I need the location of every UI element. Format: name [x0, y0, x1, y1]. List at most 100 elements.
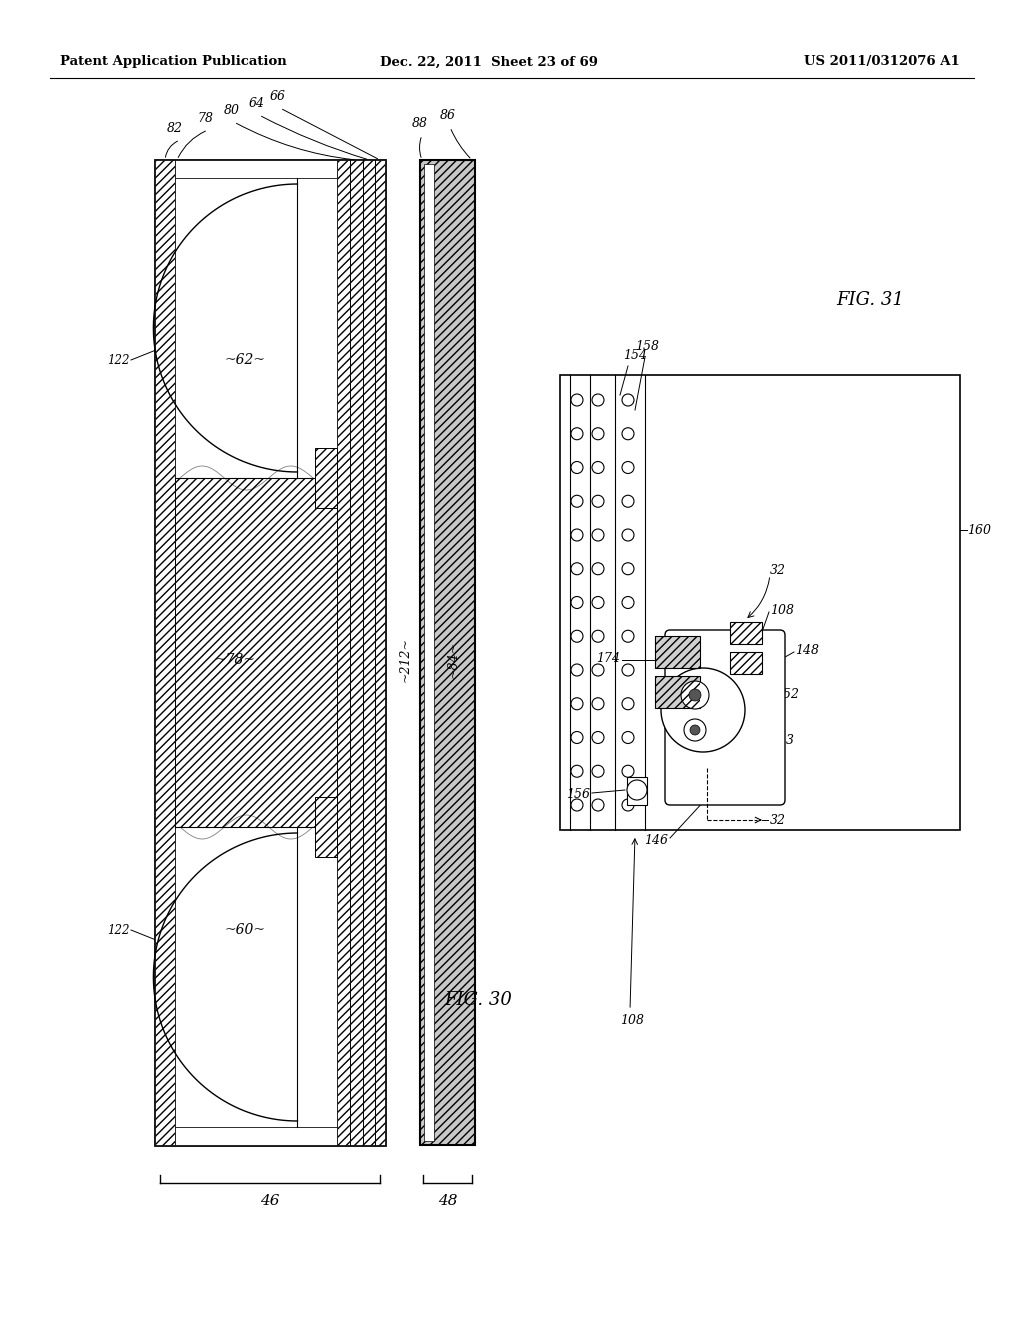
- Text: ~212~: ~212~: [398, 638, 412, 682]
- Text: 154: 154: [623, 348, 647, 362]
- Circle shape: [571, 597, 583, 609]
- Bar: [337, 160, 350, 1144]
- Text: 160: 160: [967, 524, 991, 536]
- Text: 146: 146: [644, 833, 668, 846]
- Text: ~84~: ~84~: [446, 642, 460, 678]
- Circle shape: [592, 562, 604, 574]
- Bar: [350, 160, 362, 1144]
- Circle shape: [622, 731, 634, 743]
- Bar: [655, 676, 700, 708]
- Text: Dec. 22, 2011  Sheet 23 of 69: Dec. 22, 2011 Sheet 23 of 69: [380, 55, 598, 69]
- Circle shape: [690, 725, 700, 735]
- Text: 148: 148: [795, 644, 819, 656]
- Bar: [655, 636, 700, 668]
- Text: 86: 86: [440, 110, 456, 121]
- Bar: [730, 622, 762, 644]
- Circle shape: [592, 393, 604, 407]
- Circle shape: [592, 529, 604, 541]
- Text: US 2011/0312076 A1: US 2011/0312076 A1: [804, 55, 961, 69]
- Bar: [655, 636, 700, 668]
- Circle shape: [622, 428, 634, 440]
- Circle shape: [571, 393, 583, 407]
- Text: 82: 82: [167, 121, 183, 135]
- Text: 153: 153: [770, 734, 794, 747]
- Circle shape: [622, 562, 634, 574]
- Text: 156: 156: [566, 788, 590, 801]
- Circle shape: [592, 664, 604, 676]
- Circle shape: [622, 597, 634, 609]
- Circle shape: [571, 664, 583, 676]
- Circle shape: [622, 630, 634, 643]
- Bar: [730, 622, 762, 644]
- Bar: [175, 478, 337, 828]
- Text: 122: 122: [108, 924, 130, 936]
- Bar: [315, 797, 337, 857]
- Bar: [175, 828, 337, 1127]
- Text: 88: 88: [412, 117, 428, 129]
- Bar: [175, 1127, 337, 1144]
- Circle shape: [571, 495, 583, 507]
- Text: 80: 80: [224, 104, 240, 117]
- Text: 122: 122: [108, 354, 130, 367]
- Bar: [175, 178, 337, 478]
- Text: 108: 108: [620, 1014, 644, 1027]
- Circle shape: [622, 495, 634, 507]
- Bar: [362, 160, 375, 1144]
- Text: 152: 152: [775, 689, 799, 701]
- Text: 64: 64: [249, 96, 265, 110]
- Bar: [315, 447, 337, 508]
- Circle shape: [571, 562, 583, 574]
- Circle shape: [571, 698, 583, 710]
- Text: 48: 48: [437, 1195, 458, 1208]
- Circle shape: [592, 799, 604, 810]
- Text: 158: 158: [635, 341, 659, 352]
- Bar: [655, 676, 700, 708]
- Circle shape: [622, 766, 634, 777]
- Bar: [175, 160, 337, 178]
- Text: ~62~: ~62~: [224, 352, 265, 367]
- Bar: [627, 777, 647, 805]
- Circle shape: [571, 731, 583, 743]
- Text: 66: 66: [270, 90, 286, 103]
- Circle shape: [571, 462, 583, 474]
- Text: 174: 174: [596, 652, 620, 664]
- Text: 32: 32: [770, 813, 786, 826]
- Bar: [730, 652, 762, 675]
- Text: 78: 78: [197, 112, 213, 125]
- Bar: [155, 160, 175, 1144]
- Bar: [730, 652, 762, 675]
- Circle shape: [689, 689, 701, 701]
- Bar: [560, 375, 961, 830]
- FancyBboxPatch shape: [665, 630, 785, 805]
- Circle shape: [571, 630, 583, 643]
- Circle shape: [622, 462, 634, 474]
- Circle shape: [684, 719, 706, 741]
- Circle shape: [662, 668, 745, 752]
- Bar: [424, 164, 434, 1140]
- Bar: [155, 160, 385, 1144]
- Circle shape: [592, 597, 604, 609]
- Text: 32: 32: [770, 564, 786, 577]
- Circle shape: [592, 462, 604, 474]
- Circle shape: [622, 393, 634, 407]
- Text: FIG. 31: FIG. 31: [836, 290, 904, 309]
- Circle shape: [571, 428, 583, 440]
- Bar: [420, 160, 475, 1144]
- Circle shape: [592, 731, 604, 743]
- Circle shape: [592, 698, 604, 710]
- Circle shape: [622, 664, 634, 676]
- Text: ~78~: ~78~: [214, 653, 256, 667]
- Bar: [375, 160, 385, 1144]
- Circle shape: [571, 799, 583, 810]
- Text: 46: 46: [260, 1195, 280, 1208]
- Circle shape: [622, 529, 634, 541]
- Text: Patent Application Publication: Patent Application Publication: [60, 55, 287, 69]
- Circle shape: [592, 766, 604, 777]
- Circle shape: [592, 428, 604, 440]
- Circle shape: [592, 495, 604, 507]
- Text: ~60~: ~60~: [224, 923, 265, 937]
- Text: FIG. 30: FIG. 30: [444, 991, 512, 1008]
- Text: 108: 108: [770, 603, 794, 616]
- Circle shape: [571, 766, 583, 777]
- Circle shape: [622, 799, 634, 810]
